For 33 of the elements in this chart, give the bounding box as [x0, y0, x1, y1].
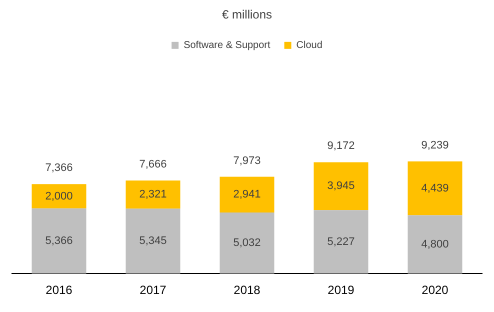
data-label: 5,032 [233, 237, 261, 250]
bar [32, 184, 86, 208]
data-label: 5,227 [327, 236, 355, 248]
bar [314, 162, 368, 210]
total-label: 7,666 [139, 158, 167, 171]
data-label: 2,941 [233, 188, 261, 201]
x-tick-label: 2020 [422, 283, 449, 298]
bar [408, 215, 462, 274]
total-label: 9,239 [421, 139, 449, 152]
bar [32, 208, 86, 274]
x-tick-label: 2019 [328, 283, 355, 298]
bar [126, 180, 180, 209]
total-label: 7,366 [45, 162, 73, 174]
bar [220, 212, 274, 274]
bar [220, 176, 274, 212]
legend-label: Software & Support [184, 40, 271, 52]
data-label: 3,945 [327, 180, 355, 192]
total-label: 9,172 [327, 140, 355, 152]
data-label: 4,439 [421, 182, 449, 194]
bar [126, 208, 180, 274]
x-tick-label: 2017 [140, 283, 167, 298]
bar [314, 210, 368, 274]
data-label: 2,321 [139, 188, 167, 201]
bar [408, 161, 462, 216]
data-label: 4,800 [421, 238, 449, 250]
x-tick-label: 2018 [234, 283, 261, 298]
data-label: 5,345 [139, 235, 167, 248]
legend-label: Cloud [296, 40, 322, 52]
chart-title: € millions [222, 8, 272, 22]
data-label: 5,366 [45, 235, 73, 248]
data-label: 2,000 [45, 190, 73, 202]
x-tick-label: 2016 [46, 283, 73, 298]
total-label: 7,973 [233, 154, 261, 167]
